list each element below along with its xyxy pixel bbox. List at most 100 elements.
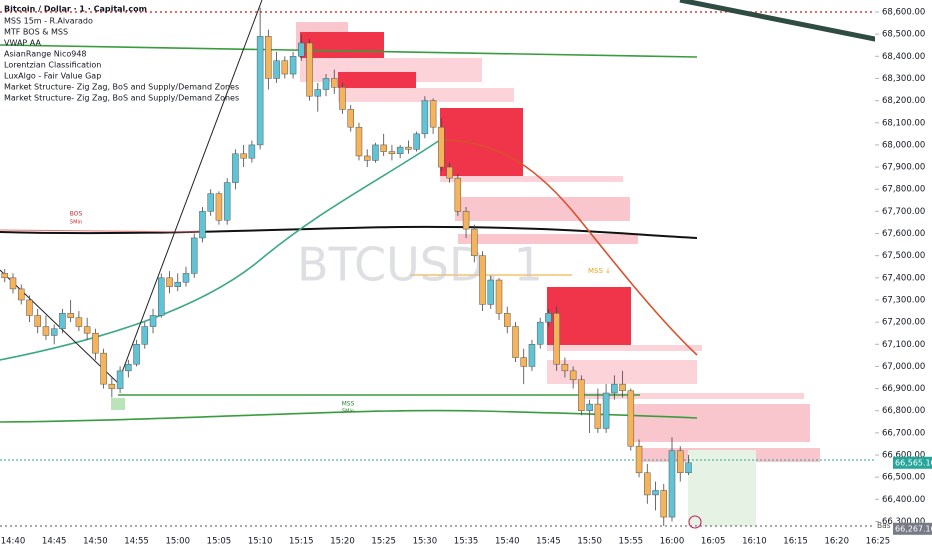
candle-body bbox=[652, 490, 659, 496]
price-tag bbox=[893, 456, 932, 469]
candle-body bbox=[627, 390, 635, 447]
candle-body bbox=[166, 277, 173, 287]
x-tick-label: 15:10 bbox=[248, 537, 273, 547]
candle-body bbox=[289, 56, 297, 75]
candle-body bbox=[454, 177, 462, 212]
candle-body bbox=[536, 321, 544, 345]
candle-body bbox=[660, 490, 668, 518]
candle-body bbox=[232, 153, 239, 183]
marker bbox=[688, 515, 702, 529]
vwap-line bbox=[0, 225, 698, 239]
indicator-label: MSS 15m - R.Alvarado bbox=[4, 17, 93, 26]
candle-body bbox=[100, 352, 107, 385]
annotation: Bas bbox=[877, 521, 891, 530]
y-tick-label: 66,700.00 bbox=[882, 428, 925, 438]
indicator-label: VWAP AA bbox=[4, 39, 41, 48]
overlays bbox=[0, 0, 891, 529]
price-tag-label: 66,267.10 bbox=[895, 524, 932, 533]
y-tick-label: 66,500.00 bbox=[882, 473, 925, 483]
candle-body bbox=[17, 288, 25, 301]
y-tick-label: 68,400.00 bbox=[882, 52, 925, 62]
candle-body bbox=[34, 315, 41, 327]
zone bbox=[440, 108, 523, 176]
candle-body bbox=[388, 151, 396, 155]
marker bbox=[111, 398, 125, 410]
y-tick-label: 67,800.00 bbox=[882, 185, 925, 195]
candle-body bbox=[331, 78, 338, 88]
candle-body bbox=[512, 326, 519, 358]
candle-body bbox=[125, 363, 132, 372]
candle-body bbox=[158, 277, 165, 316]
candle-body bbox=[1, 273, 9, 279]
candle-body bbox=[644, 472, 651, 496]
candle-body bbox=[363, 155, 371, 161]
y-tick-label: 68,200.00 bbox=[882, 96, 925, 106]
x-tick-label: 15:00 bbox=[165, 537, 190, 547]
annotation: BOS bbox=[70, 211, 83, 218]
candle-body bbox=[685, 462, 692, 474]
annotation: 5Min bbox=[70, 220, 82, 226]
candle-body bbox=[265, 36, 272, 79]
candle-body bbox=[594, 403, 602, 429]
candle-body bbox=[322, 78, 330, 90]
candle-body bbox=[223, 182, 231, 221]
candle-body bbox=[215, 193, 223, 221]
candle-body bbox=[676, 450, 684, 474]
candle-body bbox=[174, 282, 181, 287]
x-tick-label: 14:45 bbox=[42, 537, 67, 547]
candle-body bbox=[520, 357, 527, 367]
indicator-label: AsianRange Nico948 bbox=[4, 50, 87, 59]
candle-body bbox=[635, 445, 643, 474]
zone bbox=[338, 88, 514, 102]
y-tick-label: 68,300.00 bbox=[882, 74, 925, 84]
x-tick-label: 15:35 bbox=[454, 537, 479, 547]
y-tick-label: 66,400.00 bbox=[882, 495, 925, 505]
candle-body bbox=[108, 383, 116, 389]
candle-body bbox=[413, 133, 420, 150]
candle-body bbox=[26, 299, 33, 316]
candle-body bbox=[602, 392, 610, 429]
candle-body bbox=[586, 403, 593, 411]
x-tick-label: 16:15 bbox=[783, 537, 808, 547]
target-box bbox=[688, 450, 756, 526]
y-tick-label: 68,000.00 bbox=[882, 140, 925, 150]
trend-band bbox=[679, 0, 891, 45]
candle-body bbox=[553, 313, 560, 365]
candle-body bbox=[67, 313, 74, 318]
indicator-label: LuxAlgo - Fair Value Gap bbox=[4, 72, 101, 81]
y-tick-label: 66,600.00 bbox=[882, 451, 925, 461]
candle-body bbox=[462, 211, 470, 230]
candle-body bbox=[190, 237, 198, 274]
candle-body bbox=[92, 332, 99, 354]
candle-body bbox=[561, 363, 569, 372]
bos-line bbox=[0, 229, 201, 233]
candle-body bbox=[59, 313, 66, 330]
x-tick-label: 15:15 bbox=[289, 537, 314, 547]
x-tick-label: 15:45 bbox=[536, 537, 561, 547]
candle-body bbox=[133, 344, 140, 365]
candle-body bbox=[339, 87, 346, 110]
candle-body bbox=[314, 89, 322, 97]
candle-body bbox=[240, 153, 247, 159]
candle-body bbox=[405, 146, 412, 150]
zone bbox=[300, 32, 384, 58]
zone bbox=[580, 393, 804, 399]
indicator-label: Lorentzian Classification bbox=[4, 61, 101, 70]
candle-body bbox=[298, 42, 305, 57]
candle-body bbox=[446, 166, 453, 179]
chart-title: Bitcoin / Dollar · 1 · Capital.com bbox=[4, 5, 147, 14]
y-tick-label: 68,600.00 bbox=[882, 8, 925, 18]
x-tick-label: 15:20 bbox=[330, 537, 355, 547]
zone bbox=[547, 345, 702, 351]
y-tick-label: 67,500.00 bbox=[882, 251, 925, 261]
candle-body bbox=[471, 228, 478, 256]
candle-body bbox=[569, 370, 577, 380]
candle-body bbox=[248, 144, 256, 159]
watermark: BTCUSD, 1 bbox=[297, 238, 543, 292]
candle-body bbox=[578, 379, 585, 411]
y-tick-label: 67,900.00 bbox=[882, 163, 925, 173]
candle-body bbox=[545, 313, 552, 323]
candle-body bbox=[503, 313, 511, 327]
candle-body bbox=[141, 326, 149, 345]
